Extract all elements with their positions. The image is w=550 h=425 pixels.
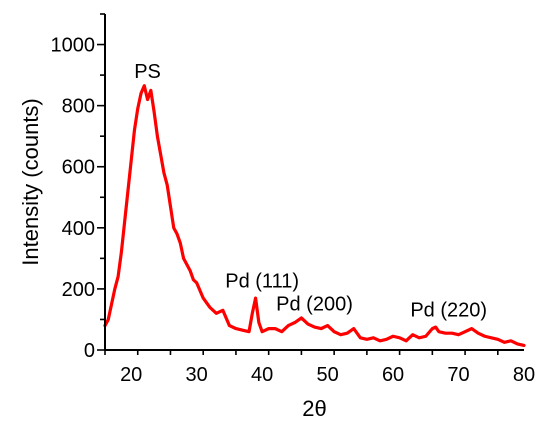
x-tick-label: 80	[513, 364, 535, 386]
y-tick-label: 200	[62, 279, 95, 301]
y-tick-label: 0	[84, 340, 95, 362]
x-tick-label: 60	[382, 364, 404, 386]
x-tick-label: 40	[251, 364, 273, 386]
x-tick-label: 30	[186, 364, 208, 386]
peak-annotation: Pd (111)	[225, 270, 299, 292]
series-line	[103, 84, 526, 348]
y-tick-label: 600	[62, 157, 95, 179]
y-tick-label: 800	[62, 96, 95, 118]
annotations: PS Pd (111)Pd (200) Pd (220)	[134, 61, 487, 321]
ticks	[97, 13, 499, 355]
y-axis-title: Intensity (counts)	[18, 98, 43, 266]
y-tick-label: 400	[62, 218, 95, 240]
peak-annotation: Pd (220)	[410, 299, 487, 321]
x-tick-label: 20	[120, 364, 142, 386]
y-tick-label: 1000	[51, 35, 96, 57]
x-tick-label: 50	[316, 364, 338, 386]
axes	[104, 14, 524, 351]
peak-annotation: PS	[134, 61, 161, 83]
x-axis-title: 2θ	[302, 396, 326, 421]
peak-annotation: Pd (200)	[276, 293, 353, 315]
x-tick-label: 70	[447, 364, 469, 386]
